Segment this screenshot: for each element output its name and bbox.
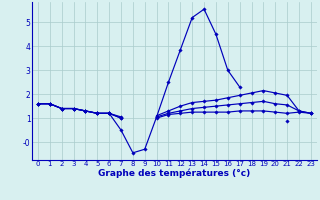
X-axis label: Graphe des températures (°c): Graphe des températures (°c) [98,169,251,178]
